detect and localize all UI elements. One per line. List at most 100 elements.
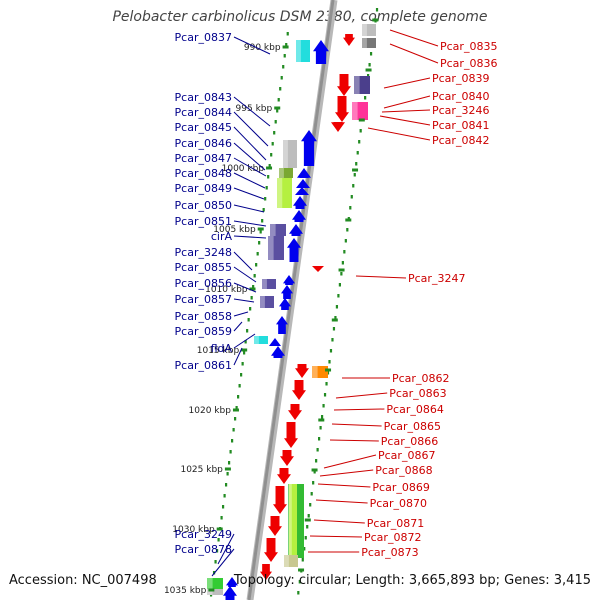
forward-gene-arrow	[269, 338, 281, 346]
track-dot	[349, 206, 352, 210]
track-dot	[234, 417, 237, 421]
track-dot	[338, 283, 341, 287]
cyan-feature-shade	[254, 336, 259, 344]
track-dot	[276, 109, 279, 113]
track-dot	[343, 250, 346, 254]
reverse-gene-arrow	[284, 422, 298, 448]
lime-feature	[277, 178, 292, 208]
forward-gene-arrow	[226, 577, 238, 587]
track-dot	[352, 184, 355, 188]
reverse-gene-arrow	[260, 564, 272, 580]
kbp-tick-mark	[266, 166, 273, 170]
track-dot	[298, 580, 301, 584]
kbp-tick-label: 1035 kbp	[164, 586, 207, 596]
left-gene-label: Pcar_0844	[175, 106, 232, 119]
track-dot	[270, 153, 273, 157]
track-dot	[261, 219, 264, 223]
left-leader-line	[233, 266, 257, 283]
right-gene-label: Pcar_0864	[386, 403, 443, 416]
gray-feature	[283, 140, 297, 168]
khaki-feature-shade	[284, 555, 289, 567]
kbp-tick-label: 1000 kbp	[222, 164, 265, 174]
forward-gene-arrow	[313, 40, 329, 64]
right-gene-label: Pcar_0871	[367, 517, 424, 530]
track-dot	[318, 437, 321, 441]
lime-feature-shade	[277, 178, 283, 208]
track-dot	[231, 439, 234, 443]
outer-tick-mark	[318, 418, 325, 422]
green-feature-shade	[279, 168, 284, 178]
reverse-gene-arrow	[273, 486, 287, 514]
left-leader-line	[233, 187, 265, 200]
reverse-gene-arrow	[343, 34, 355, 46]
track-dot	[323, 393, 327, 397]
kbp-tick-label: 995 kbp	[236, 104, 273, 114]
track-dot	[316, 448, 319, 452]
left-gene-label: Pcar_0859	[175, 325, 232, 338]
cyan-feature	[254, 336, 268, 344]
purple-feature-shade	[268, 236, 274, 260]
track-dot	[223, 494, 226, 498]
kbp-tick-mark	[232, 408, 239, 412]
left-leader-line	[233, 298, 255, 303]
track-dot	[367, 74, 370, 78]
track-dot	[229, 450, 232, 454]
track-dot	[220, 516, 223, 520]
forward-gene-arrow	[292, 210, 306, 222]
right-leader-line	[329, 439, 379, 442]
track-dot	[286, 32, 289, 36]
right-gene-label: Pcar_0868	[375, 464, 432, 477]
forward-gene-arrow	[297, 168, 311, 178]
outer-tick-mark	[352, 168, 359, 172]
purple-feature-shade	[270, 224, 276, 236]
track-dot	[358, 140, 361, 144]
left-gene-label: Pcar_0878	[175, 543, 232, 556]
track-dot	[224, 483, 228, 487]
track-dot	[356, 151, 359, 155]
track-dot	[368, 63, 371, 67]
left-gene-label: Pcar_0843	[175, 91, 232, 104]
track-dot	[243, 351, 246, 355]
right-gene-label: Pcar_0869	[372, 481, 429, 494]
right-gene-label: Pcar_0835	[440, 40, 497, 53]
track-dot	[312, 481, 315, 485]
track-dot	[240, 373, 243, 377]
track-dot	[274, 120, 277, 124]
forward-gene-arrow	[223, 586, 237, 600]
track-dot	[328, 360, 331, 364]
magenta-feature	[352, 102, 368, 120]
left-leader-line	[233, 36, 271, 55]
cyan-feature	[296, 40, 310, 62]
magenta-feature-shade	[352, 102, 358, 120]
kbp-tick-label: 1025 kbp	[180, 465, 223, 475]
left-leader-line	[233, 204, 265, 213]
reverse-gene-arrow	[280, 450, 294, 466]
kbp-tick-label: 1010 kbp	[205, 285, 248, 295]
track-dot	[264, 197, 267, 201]
track-dot	[235, 406, 238, 410]
right-leader-line	[309, 535, 363, 538]
kbp-tick-mark	[224, 467, 231, 471]
forward-gene-arrow	[287, 238, 301, 262]
left-leader-line	[233, 172, 266, 189]
left-gene-label: Pcar_0837	[175, 31, 232, 44]
genome-backbone	[246, 0, 338, 600]
track-dot	[255, 263, 258, 267]
kbp-tick-mark	[282, 45, 289, 49]
right-leader-line	[383, 77, 431, 89]
left-gene-label: Pcar_0850	[175, 199, 232, 212]
track-dot	[335, 305, 339, 309]
purple-feature	[270, 224, 286, 236]
track-dot	[310, 492, 313, 496]
right-gene-label: Pcar_0841	[432, 119, 489, 132]
right-leader-line	[317, 483, 371, 488]
left-gene-label: Pcar_0851	[175, 215, 232, 228]
left-gene-label: Pcar_0845	[175, 121, 232, 134]
map-title: Pelobacter carbinolicus DSM 2380, comple…	[112, 9, 488, 25]
outer-tick-mark	[365, 68, 372, 72]
track-dot	[262, 208, 265, 212]
forward-gene-arrow	[271, 346, 285, 358]
reverse-gene-arrow	[264, 538, 278, 562]
left-leader-line	[233, 126, 267, 161]
